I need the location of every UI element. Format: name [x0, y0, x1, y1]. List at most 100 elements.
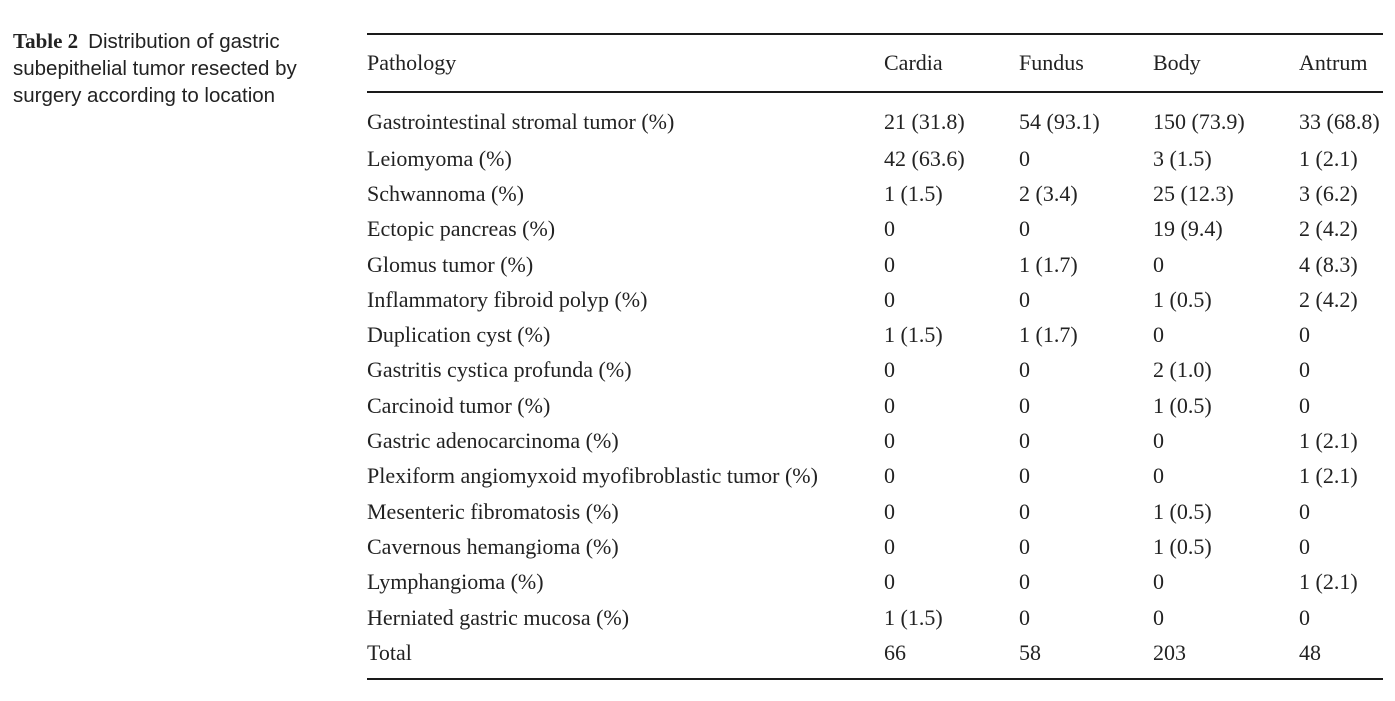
- table-caption: Table 2 Distribution of gastric subepithe…: [13, 28, 323, 109]
- cell-antrum: 1 (2.1): [1299, 569, 1358, 595]
- table-row: Gastrointestinal stromal tumor (%) 21 (31…: [367, 91, 1383, 141]
- cell-cardia: 1 (1.5): [884, 180, 943, 206]
- cell-cardia: 66: [884, 639, 906, 665]
- cell-antrum: 4 (8.3): [1299, 251, 1358, 277]
- cell-cardia: 1 (1.5): [884, 604, 943, 630]
- cell-pathology: Duplication cyst (%): [367, 322, 551, 348]
- table-row: Ectopic pancreas (%) 0 0 19 (9.4) 2 (4.2): [367, 212, 1383, 247]
- cell-body: 0: [1153, 569, 1164, 595]
- cell-fundus: 58: [1019, 639, 1041, 665]
- cell-antrum: 1 (2.1): [1299, 428, 1358, 454]
- table-body: Gastrointestinal stromal tumor (%) 21 (31…: [367, 91, 1383, 670]
- table-row: Duplication cyst (%) 1 (1.5) 1 (1.7) 0 0: [367, 317, 1383, 352]
- cell-cardia: 0: [884, 216, 895, 242]
- cell-cardia: 21 (31.8): [884, 91, 1019, 141]
- cell-pathology: Gastric adenocarcinoma (%): [367, 428, 619, 454]
- cell-body: 25 (12.3): [1153, 180, 1234, 206]
- cell-pathology: Ectopic pancreas (%): [367, 216, 556, 242]
- header-antrum: Antrum: [1299, 50, 1368, 75]
- table-row: Gastritis cystica profunda (%) 0 0 2 (1.0) 0: [367, 353, 1383, 388]
- cell-body: 1 (0.5): [1153, 286, 1212, 312]
- cell-antrum: 33 (68.8): [1299, 91, 1383, 141]
- cell-cardia: 0: [884, 251, 895, 277]
- cell-fundus: 0: [1019, 286, 1030, 312]
- header-row: Pathology Cardia Fundus Body Antrum: [367, 35, 1383, 92]
- cell-body: 1 (0.5): [1153, 498, 1212, 524]
- cell-pathology: Lymphangioma (%): [367, 569, 544, 595]
- table-header: Pathology Cardia Fundus Body Antrum: [367, 35, 1383, 92]
- cell-antrum: 3 (6.2): [1299, 180, 1358, 206]
- cell-pathology: Leiomyoma (%): [367, 145, 512, 171]
- cell-cardia: 42 (63.6): [884, 145, 965, 171]
- cell-body: 3 (1.5): [1153, 145, 1212, 171]
- cell-fundus: 54 (93.1): [1019, 91, 1153, 141]
- cell-cardia: 0: [884, 357, 895, 383]
- cell-cardia: 0: [884, 498, 895, 524]
- cell-antrum: 2 (4.2): [1299, 216, 1358, 242]
- cell-antrum: 0: [1299, 392, 1310, 418]
- cell-antrum: 0: [1299, 533, 1310, 559]
- header-body: Body: [1153, 50, 1201, 75]
- cell-pathology: Gastrointestinal stromal tumor (%): [367, 91, 884, 141]
- cell-pathology: Total: [367, 639, 412, 665]
- cell-pathology: Herniated gastric mucosa (%): [367, 604, 630, 630]
- header-cardia: Cardia: [884, 50, 943, 75]
- cell-cardia: 0: [884, 428, 895, 454]
- cell-fundus: 0: [1019, 357, 1030, 383]
- cell-cardia: 0: [884, 392, 895, 418]
- cell-body: 0: [1153, 251, 1164, 277]
- header-pathology: Pathology: [367, 50, 457, 75]
- table-row: Cavernous hemangioma (%) 0 0 1 (0.5) 0: [367, 529, 1383, 564]
- cell-pathology: Inflammatory fibroid polyp (%): [367, 286, 648, 312]
- cell-body: 19 (9.4): [1153, 216, 1223, 242]
- table-container: Pathology Cardia Fundus Body Antrum Gast…: [367, 33, 1383, 681]
- cell-body: 150 (73.9): [1153, 91, 1299, 141]
- cell-body: 1 (0.5): [1153, 533, 1212, 559]
- cell-body: 2 (1.0): [1153, 357, 1212, 383]
- cell-fundus: 0: [1019, 463, 1030, 489]
- cell-pathology: Glomus tumor (%): [367, 251, 534, 277]
- cell-pathology: Schwannoma (%): [367, 180, 525, 206]
- cell-pathology: Plexiform angiomyxoid myofibroblastic tu…: [367, 463, 818, 489]
- cell-fundus: 0: [1019, 569, 1030, 595]
- cell-antrum: 0: [1299, 498, 1310, 524]
- cell-fundus: 1 (1.7): [1019, 251, 1078, 277]
- table-row: Glomus tumor (%) 0 1 (1.7) 0 4 (8.3): [367, 247, 1383, 282]
- cell-antrum: 48: [1299, 639, 1321, 665]
- table-caption-label: Table 2: [13, 29, 79, 53]
- cell-antrum: 0: [1299, 322, 1310, 348]
- cell-antrum: 1 (2.1): [1299, 145, 1358, 171]
- cell-fundus: 0: [1019, 533, 1030, 559]
- cell-pathology: Cavernous hemangioma (%): [367, 533, 619, 559]
- cell-body: 0: [1153, 604, 1164, 630]
- cell-fundus: 1 (1.7): [1019, 322, 1078, 348]
- cell-fundus: 0: [1019, 604, 1030, 630]
- cell-cardia: 1 (1.5): [884, 322, 943, 348]
- cell-antrum: 0: [1299, 604, 1310, 630]
- table-caption-text: Distribution of gastric subepithelial tu…: [13, 30, 297, 107]
- cell-fundus: 2 (3.4): [1019, 180, 1078, 206]
- table-row: Total 66 58 203 48: [367, 635, 1383, 670]
- header-fundus: Fundus: [1019, 50, 1084, 75]
- cell-fundus: 0: [1019, 428, 1030, 454]
- cell-body: 203: [1153, 639, 1186, 665]
- cell-antrum: 1 (2.1): [1299, 463, 1358, 489]
- cell-fundus: 0: [1019, 216, 1030, 242]
- pathology-location-table: Pathology Cardia Fundus Body Antrum Gast…: [367, 35, 1383, 670]
- cell-pathology: Carcinoid tumor (%): [367, 392, 551, 418]
- cell-cardia: 0: [884, 463, 895, 489]
- table-top-rule: [367, 33, 1383, 35]
- cell-pathology: Mesenteric fibromatosis (%): [367, 498, 619, 524]
- cell-cardia: 0: [884, 286, 895, 312]
- table-row: Mesenteric fibromatosis (%) 0 0 1 (0.5) 0: [367, 494, 1383, 529]
- cell-fundus: 0: [1019, 392, 1030, 418]
- cell-pathology: Gastritis cystica profunda (%): [367, 357, 632, 383]
- cell-body: 0: [1153, 322, 1164, 348]
- cell-cardia: 0: [884, 569, 895, 595]
- cell-cardia: 0: [884, 533, 895, 559]
- cell-body: 0: [1153, 463, 1164, 489]
- table-row: Inflammatory fibroid polyp (%) 0 0 1 (0.5) 2…: [367, 282, 1383, 317]
- cell-body: 1 (0.5): [1153, 392, 1212, 418]
- cell-antrum: 0: [1299, 357, 1310, 383]
- table-row: Plexiform angiomyxoid myofibroblastic tu…: [367, 459, 1383, 494]
